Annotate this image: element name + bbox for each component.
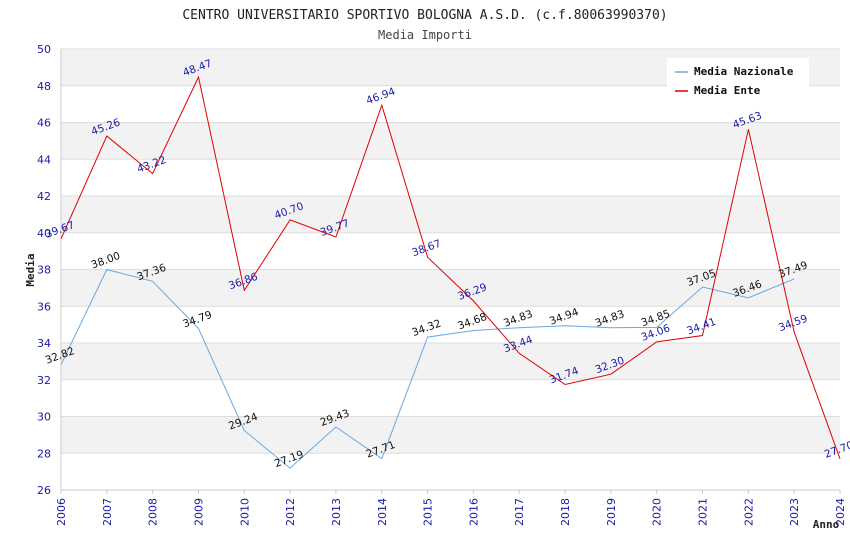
x-tick-label: 2007 bbox=[101, 498, 114, 526]
x-tick-label: 2024 bbox=[834, 498, 847, 526]
x-tick-label: 2014 bbox=[376, 498, 389, 526]
grid-band bbox=[61, 379, 840, 417]
grid-lines bbox=[60, 48, 840, 491]
x-tick-label: 2009 bbox=[192, 498, 205, 526]
y-tick-label: 40 bbox=[37, 227, 51, 240]
grid-band bbox=[61, 453, 840, 490]
x-tick-label: 2013 bbox=[330, 498, 343, 526]
x-axis-ticks: 2006 2007 2008 2009 2010 2012 2013 2014 2015 2016… bbox=[55, 490, 847, 526]
grid-band bbox=[61, 343, 840, 380]
grid-band bbox=[61, 232, 840, 270]
grid-bands bbox=[61, 49, 840, 490]
y-tick-label: 34 bbox=[37, 337, 51, 350]
y-tick-label: 26 bbox=[37, 484, 51, 497]
x-tick-label: 2008 bbox=[147, 498, 160, 526]
x-tick-label: 2020 bbox=[651, 498, 664, 526]
series-line-media-ente bbox=[60, 75, 841, 459]
grid-band bbox=[61, 196, 840, 233]
chart-title: CENTRO UNIVERSITARIO SPORTIVO BOLOGNA A.… bbox=[182, 8, 667, 23]
y-tick-label: 50 bbox=[37, 43, 51, 56]
y-tick-label: 28 bbox=[37, 447, 51, 460]
series-lines bbox=[60, 75, 841, 469]
chart-subtitle: Media Importi bbox=[378, 28, 472, 42]
x-axis-label: Anno bbox=[813, 518, 840, 531]
grid-band bbox=[61, 269, 840, 307]
x-tick-label: 2018 bbox=[559, 498, 572, 526]
grid-band bbox=[61, 122, 840, 160]
legend: Media Nazionale Media Ente bbox=[667, 58, 809, 100]
x-tick-label: 2019 bbox=[605, 498, 618, 526]
x-tick-label: 2023 bbox=[788, 498, 801, 526]
y-axis-label: Media bbox=[24, 253, 37, 286]
x-tick-label: 2017 bbox=[513, 498, 526, 526]
x-tick-label: 2022 bbox=[742, 498, 755, 526]
series-line-media-nazionale bbox=[60, 268, 795, 469]
grid-band bbox=[61, 306, 840, 343]
legend-label-media-ente: Media Ente bbox=[694, 84, 761, 97]
legend-label-media-nazionale: Media Nazionale bbox=[694, 65, 794, 78]
y-tick-label: 42 bbox=[37, 190, 51, 203]
y-tick-label: 48 bbox=[37, 80, 51, 93]
x-tick-label: 2012 bbox=[284, 498, 297, 526]
y-tick-label: 38 bbox=[37, 264, 51, 277]
y-tick-label: 36 bbox=[37, 300, 51, 313]
y-tick-label: 30 bbox=[37, 411, 51, 424]
x-tick-label: 2016 bbox=[467, 498, 480, 526]
grid-band bbox=[61, 416, 840, 454]
x-tick-label: 2015 bbox=[422, 498, 435, 526]
y-tick-label: 46 bbox=[37, 117, 51, 130]
y-axis-ticks: 26 28 30 32 34 36 38 40 42 44 46 48 50 bbox=[37, 43, 51, 497]
y-tick-label: 44 bbox=[37, 153, 51, 166]
x-tick-label: 2006 bbox=[55, 498, 68, 526]
x-tick-label: 2010 bbox=[238, 498, 251, 526]
x-tick-label: 2021 bbox=[697, 498, 710, 526]
legend-box bbox=[667, 58, 809, 100]
grid-band bbox=[61, 159, 840, 196]
y-tick-label: 32 bbox=[37, 374, 51, 387]
